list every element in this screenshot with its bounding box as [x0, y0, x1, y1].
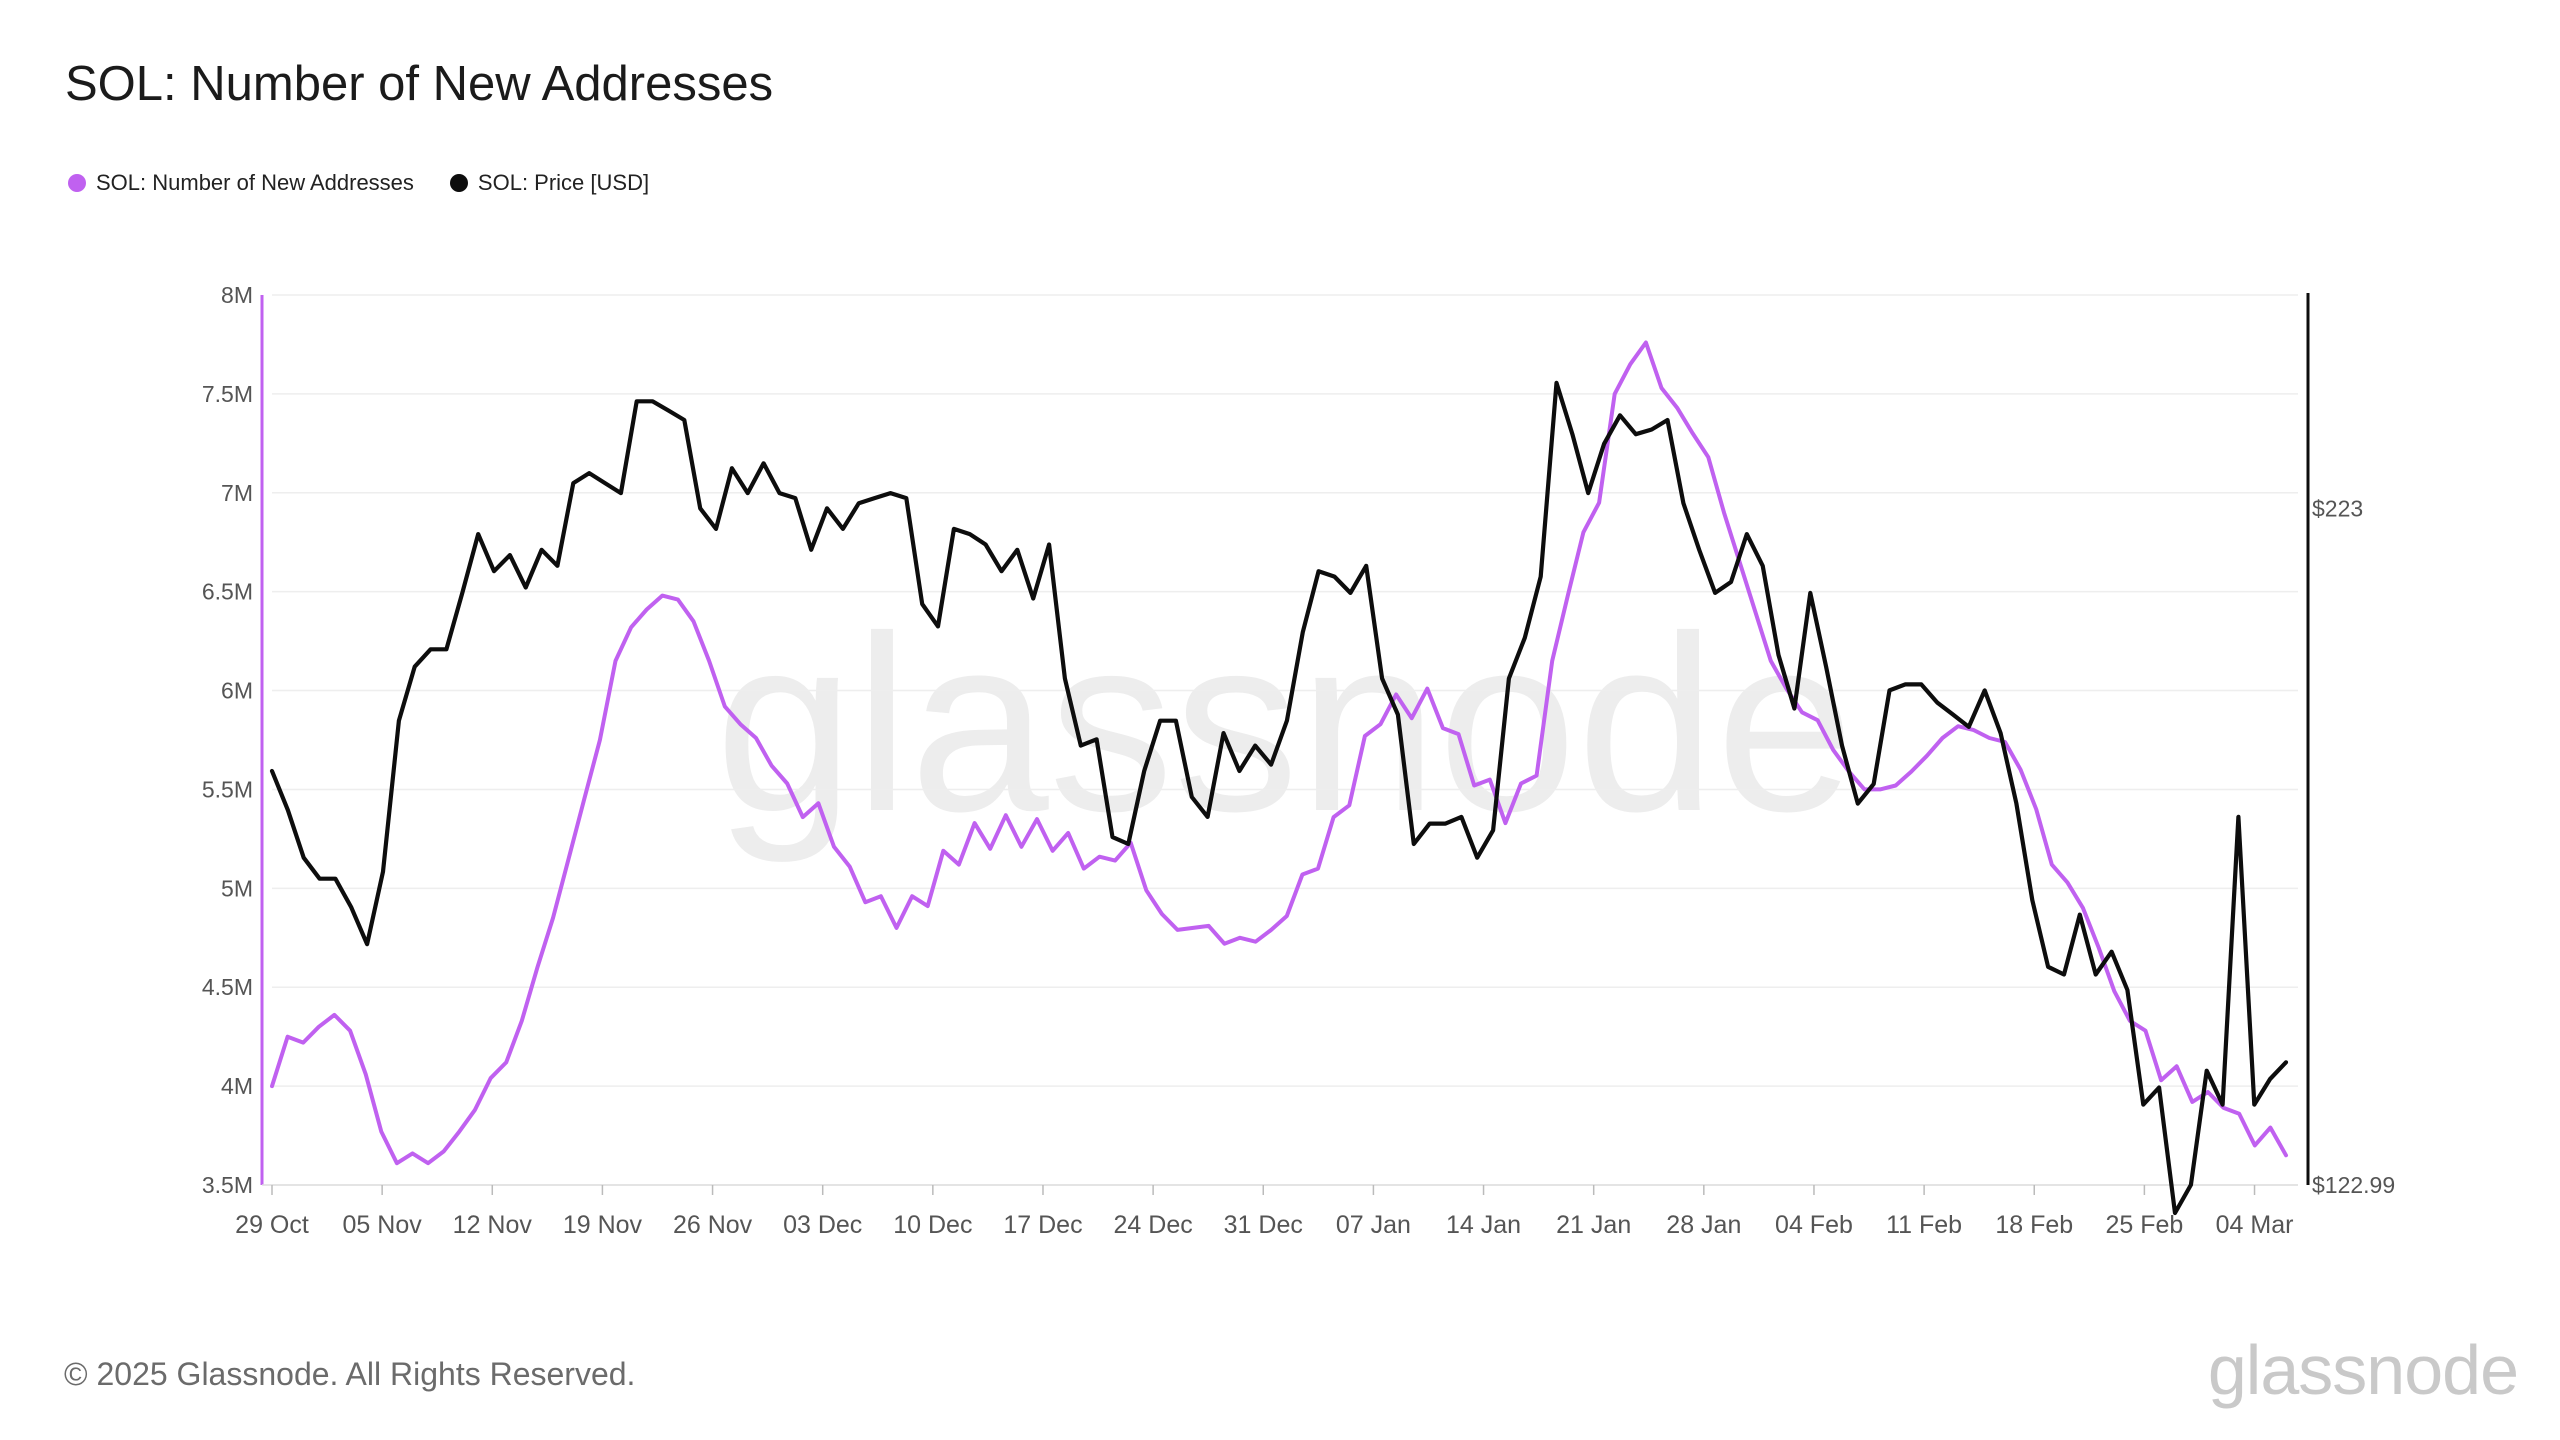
left-axis-tick-label: 5M	[221, 875, 253, 901]
x-axis-tick-label: 05 Nov	[343, 1211, 423, 1239]
x-axis-tick-label: 03 Dec	[783, 1211, 862, 1239]
legend-dot-addresses	[68, 174, 86, 192]
x-axis-tick-label: 04 Feb	[1775, 1211, 1853, 1239]
left-axis-tick-label: 4.5M	[202, 974, 253, 1000]
x-axis-tick-label: 11 Feb	[1886, 1211, 1962, 1239]
series-group	[269, 340, 2289, 1216]
right-axis-tick-label: $223	[2312, 495, 2363, 521]
page-title: SOL: Number of New Addresses	[65, 57, 774, 111]
x-axis-tick-label: 24 Dec	[1114, 1211, 1193, 1239]
x-axis-tick-label: 17 Dec	[1003, 1211, 1082, 1239]
legend-label-price: SOL: Price [USD]	[477, 170, 650, 195]
x-axis-ticks: 29 Oct 05 Nov 12 Nov 19 Nov 26 Nov 03 Dec 10 D…	[235, 1185, 2293, 1239]
left-axis-tick-label: 8M	[221, 282, 253, 308]
x-axis-tick-label: 14 Jan	[1446, 1211, 1521, 1239]
x-axis-tick-label: 19 Nov	[563, 1211, 643, 1239]
left-axis-tick-label: 3.5M	[202, 1172, 253, 1198]
copyright-text: © 2025 Glassnode. All Rights Reserved.	[64, 1356, 636, 1392]
left-axis-tick-label: 6.5M	[202, 579, 253, 605]
legend-item-price[interactable]: SOL: Price [USD]	[449, 170, 650, 196]
grid-lines	[272, 294, 2298, 1186]
legend-label-addresses: SOL: Number of New Addresses	[96, 170, 414, 195]
x-axis-tick-label: 18 Feb	[1995, 1211, 2073, 1239]
left-axis-tick-label: 6M	[221, 678, 253, 704]
left-axis-tick-label: 7.5M	[202, 381, 253, 407]
x-axis-tick-label: 10 Dec	[893, 1211, 972, 1239]
legend-dot-price	[449, 174, 468, 192]
x-axis-tick-label: 29 Oct	[235, 1211, 309, 1239]
glassnode-logo: glassnode	[2207, 1331, 2519, 1409]
axes: 3.5M 4M 4.5M 5M 5.5M 6M 6.5M 7M 7.5M 8M $122.99 $22…	[202, 282, 2395, 1198]
x-axis-tick-label: 21 Jan	[1556, 1211, 1631, 1239]
x-axis-tick-label: 07 Jan	[1336, 1211, 1411, 1239]
legend-item-addresses[interactable]: SOL: Number of New Addresses	[68, 170, 414, 196]
x-axis-tick-label: 04 Mar	[2216, 1211, 2294, 1239]
left-axis-tick-label: 4M	[221, 1073, 253, 1099]
x-axis-tick-label: 25 Feb	[2105, 1211, 2183, 1239]
x-axis-tick-label: 26 Nov	[673, 1211, 753, 1239]
left-axis-tick-label: 7M	[221, 480, 253, 506]
left-axis-tick-label: 5.5M	[202, 776, 253, 802]
series-line-new-addresses	[270, 340, 2288, 1166]
x-axis-tick-label: 12 Nov	[453, 1211, 533, 1239]
x-axis-tick-label: 28 Jan	[1666, 1211, 1741, 1239]
series-line-price	[269, 380, 2289, 1216]
x-axis-tick-label: 31 Dec	[1224, 1211, 1303, 1239]
right-axis-tick-label: $122.99	[2312, 1172, 2395, 1198]
chart-legend: SOL: Number of New Addresses SOL: Price …	[68, 170, 649, 196]
